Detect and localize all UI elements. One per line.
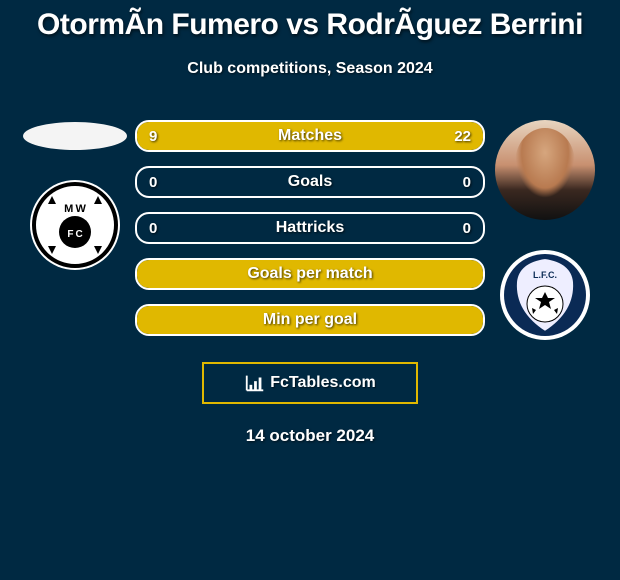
stat-value-left: 9 <box>149 128 189 145</box>
svg-text:M W: M W <box>64 203 86 215</box>
stat-label: Min per goal <box>189 311 431 329</box>
club-badge-left: M W F C <box>30 180 120 270</box>
club-badge-right: L.F.C. <box>500 250 590 340</box>
brand-badge[interactable]: FcTables.com <box>202 362 418 404</box>
date-label: 14 october 2024 <box>0 426 620 446</box>
svg-text:F C: F C <box>67 229 82 240</box>
comparison-row: M W F C 9 Matches 22 <box>0 120 620 340</box>
stat-label: Matches <box>189 127 431 145</box>
player-photo-left <box>23 122 127 150</box>
right-player-column: L.F.C. <box>485 120 605 340</box>
stat-value-left: 0 <box>149 174 189 191</box>
stats-column: 9 Matches 22 0 Goals 0 0 Hattricks 0 <box>135 120 485 336</box>
stat-row-matches: 9 Matches 22 <box>135 120 485 152</box>
page-title: OtormÃn Fumero vs RodrÃ­guez Berrini <box>0 8 620 42</box>
chart-icon <box>244 372 266 394</box>
player-photo-right <box>495 120 595 220</box>
left-player-column: M W F C <box>15 120 135 270</box>
brand-text: FcTables.com <box>270 374 376 392</box>
club-logo-left-icon: M W F C <box>32 182 118 268</box>
stat-value-right: 0 <box>431 174 471 191</box>
stat-value-right: 0 <box>431 220 471 237</box>
stat-value-right: 22 <box>431 128 471 145</box>
svg-text:L.F.C.: L.F.C. <box>533 270 557 280</box>
stat-row-goals: 0 Goals 0 <box>135 166 485 198</box>
stat-value-left: 0 <box>149 220 189 237</box>
stat-row-min-per-goal: Min per goal <box>135 304 485 336</box>
stat-label: Goals <box>189 173 431 191</box>
club-logo-right-icon: L.F.C. <box>502 252 588 338</box>
stat-row-hattricks: 0 Hattricks 0 <box>135 212 485 244</box>
stat-label: Goals per match <box>189 265 431 283</box>
stat-label: Hattricks <box>189 219 431 237</box>
comparison-card: OtormÃn Fumero vs RodrÃ­guez Berrini Clu… <box>0 0 620 446</box>
subtitle: Club competitions, Season 2024 <box>0 60 620 78</box>
stat-row-goals-per-match: Goals per match <box>135 258 485 290</box>
